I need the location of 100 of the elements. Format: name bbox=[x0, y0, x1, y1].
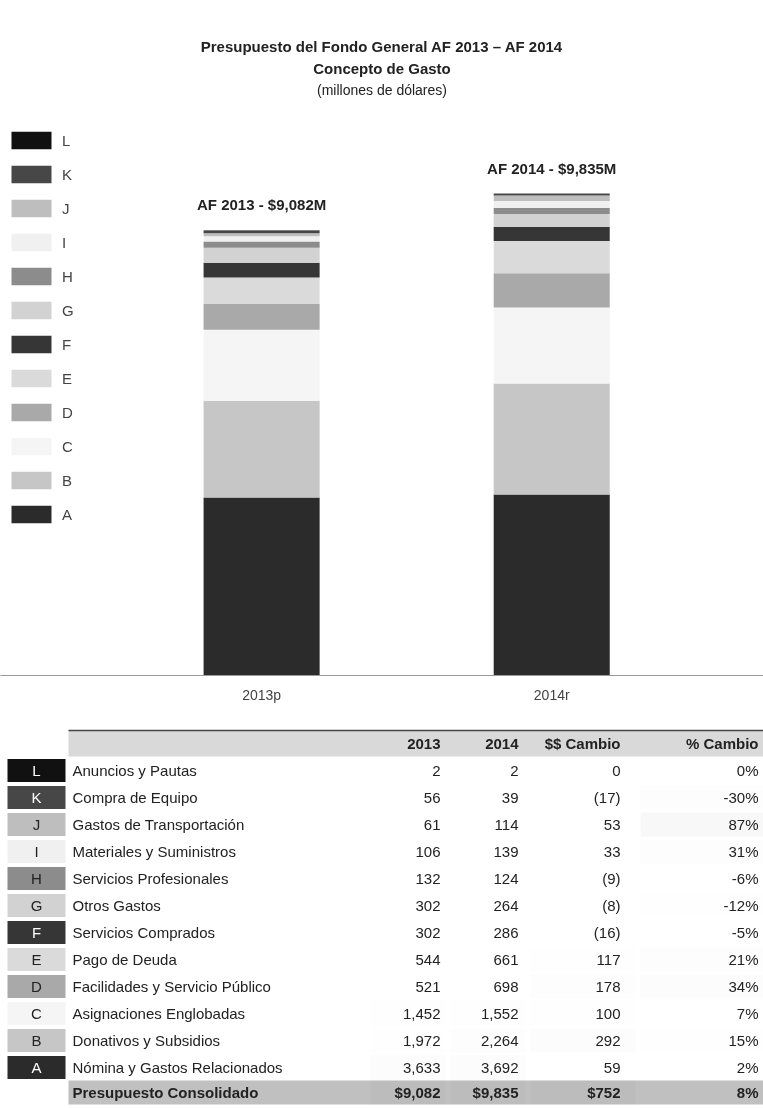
legend-label: L bbox=[62, 131, 72, 149]
y-tick-label: Facilidades y Servicio Público bbox=[72, 978, 271, 995]
y-tick-label: Pago de Deuda bbox=[72, 951, 178, 968]
data-label: 34% bbox=[728, 978, 759, 995]
data-label: 521 bbox=[415, 977, 441, 995]
y-tick-label: Gastos de Transportación bbox=[72, 816, 245, 833]
bar bbox=[203, 329, 320, 401]
data-label: (8) bbox=[602, 897, 621, 914]
x-tick-label: % Cambio bbox=[685, 735, 759, 752]
data-label: -30% bbox=[723, 789, 759, 806]
x-tick-label: 2013 bbox=[407, 734, 441, 752]
data-label: 3,692 bbox=[480, 1058, 519, 1076]
text: J bbox=[32, 816, 41, 833]
chart-title: Presupuesto del Fondo General AF 2013 – AF 2014 bbox=[200, 38, 563, 55]
bar bbox=[493, 207, 610, 214]
x-tick-label: $$ Cambio bbox=[544, 735, 621, 752]
bar bbox=[203, 262, 320, 278]
legend-label: E bbox=[62, 369, 73, 387]
text: H bbox=[31, 870, 42, 887]
bar bbox=[493, 226, 610, 241]
data-label: 2,264 bbox=[480, 1031, 519, 1049]
legend-label: F bbox=[62, 335, 73, 353]
legend-label: I bbox=[62, 233, 68, 251]
data-label: $9,082 bbox=[394, 1084, 441, 1101]
data-label: 544 bbox=[415, 950, 441, 968]
text: D bbox=[31, 978, 42, 995]
data-label: (17) bbox=[593, 789, 621, 806]
y-tick-label: Materiales y Suministros bbox=[72, 843, 236, 860]
data-label: 1,452 bbox=[402, 1004, 441, 1022]
y-tick-label: Nómina y Gastos Relacionados bbox=[72, 1059, 283, 1076]
total-label: AF 2013 - $9,082M bbox=[196, 196, 327, 214]
y-tick-label: Presupuesto Consolidado bbox=[72, 1084, 259, 1101]
y-tick-label: Anuncios y Pautas bbox=[72, 762, 197, 779]
y-tick-label: Servicios Profesionales bbox=[72, 870, 229, 887]
data-label: 1,552 bbox=[480, 1004, 519, 1022]
text: C bbox=[31, 1005, 42, 1022]
bar bbox=[493, 201, 610, 208]
legend-label: K bbox=[62, 165, 73, 183]
text: A bbox=[31, 1059, 42, 1076]
data-label: 302 bbox=[415, 923, 441, 941]
text: (millones de dólares) bbox=[317, 81, 447, 98]
legend-label: D bbox=[62, 403, 74, 421]
legend-label: H bbox=[62, 267, 74, 285]
total-label: AF 2014 - $9,835M bbox=[487, 159, 617, 177]
text: G bbox=[30, 897, 43, 914]
data-label: 0% bbox=[736, 762, 759, 779]
bar bbox=[203, 400, 320, 498]
data-label: 139 bbox=[493, 842, 519, 860]
data-label: 132 bbox=[415, 869, 441, 887]
text: B bbox=[31, 1032, 42, 1049]
data-label: 100 bbox=[595, 1004, 621, 1022]
y-tick-label: Compra de Equipo bbox=[72, 789, 198, 806]
legend-label: C bbox=[62, 437, 74, 455]
data-label: 15% bbox=[728, 1032, 759, 1049]
data-label: 286 bbox=[493, 923, 519, 941]
y-tick-label: Donativos y Subsidios bbox=[72, 1032, 221, 1049]
bar bbox=[493, 307, 610, 384]
y-tick-label: Asignaciones Englobadas bbox=[72, 1005, 246, 1022]
data-label: 106 bbox=[415, 842, 441, 860]
x-tick-label: 2014r bbox=[533, 686, 570, 703]
data-label: 31% bbox=[728, 843, 759, 860]
data-label: 7% bbox=[736, 1005, 759, 1022]
text: I bbox=[34, 843, 39, 860]
text: K bbox=[31, 789, 42, 806]
data-label: 39 bbox=[501, 788, 519, 806]
data-label: 2 bbox=[510, 761, 519, 779]
data-label: 114 bbox=[494, 815, 519, 833]
legend-label: A bbox=[62, 505, 73, 523]
data-label: 178 bbox=[595, 977, 621, 995]
data-label: 2 bbox=[432, 761, 441, 779]
chart-subtitle: Concepto de Gasto bbox=[313, 60, 451, 77]
text: F bbox=[31, 924, 42, 941]
y-tick-label: Otros Gastos bbox=[72, 897, 161, 914]
data-label: $9,835 bbox=[472, 1084, 519, 1101]
bar bbox=[203, 497, 320, 676]
data-label: 117 bbox=[596, 950, 621, 968]
data-label: -5% bbox=[731, 924, 759, 941]
bar bbox=[203, 241, 320, 248]
x-tick-label: 2013p bbox=[242, 686, 282, 703]
data-label: 3,633 bbox=[402, 1058, 441, 1076]
data-label: 264 bbox=[493, 896, 519, 914]
y-tick-label: Servicios Comprados bbox=[72, 924, 216, 941]
bar bbox=[493, 383, 610, 495]
data-label: 302 bbox=[415, 896, 441, 914]
data-label: 8% bbox=[736, 1084, 759, 1101]
data-label: 124 bbox=[493, 869, 519, 887]
data-label: -6% bbox=[731, 870, 759, 887]
bar bbox=[203, 304, 320, 330]
data-label: 292 bbox=[595, 1031, 621, 1049]
data-label: 56 bbox=[423, 788, 441, 806]
data-label: -12% bbox=[723, 897, 759, 914]
data-label: 59 bbox=[603, 1058, 621, 1076]
bar bbox=[493, 273, 610, 308]
data-label: 87% bbox=[728, 816, 759, 833]
data-label: 2% bbox=[736, 1059, 759, 1076]
bar bbox=[203, 277, 320, 305]
bar bbox=[203, 236, 320, 242]
data-label: 698 bbox=[493, 977, 519, 995]
legend-label: G bbox=[62, 301, 75, 319]
data-label: (16) bbox=[593, 924, 621, 941]
